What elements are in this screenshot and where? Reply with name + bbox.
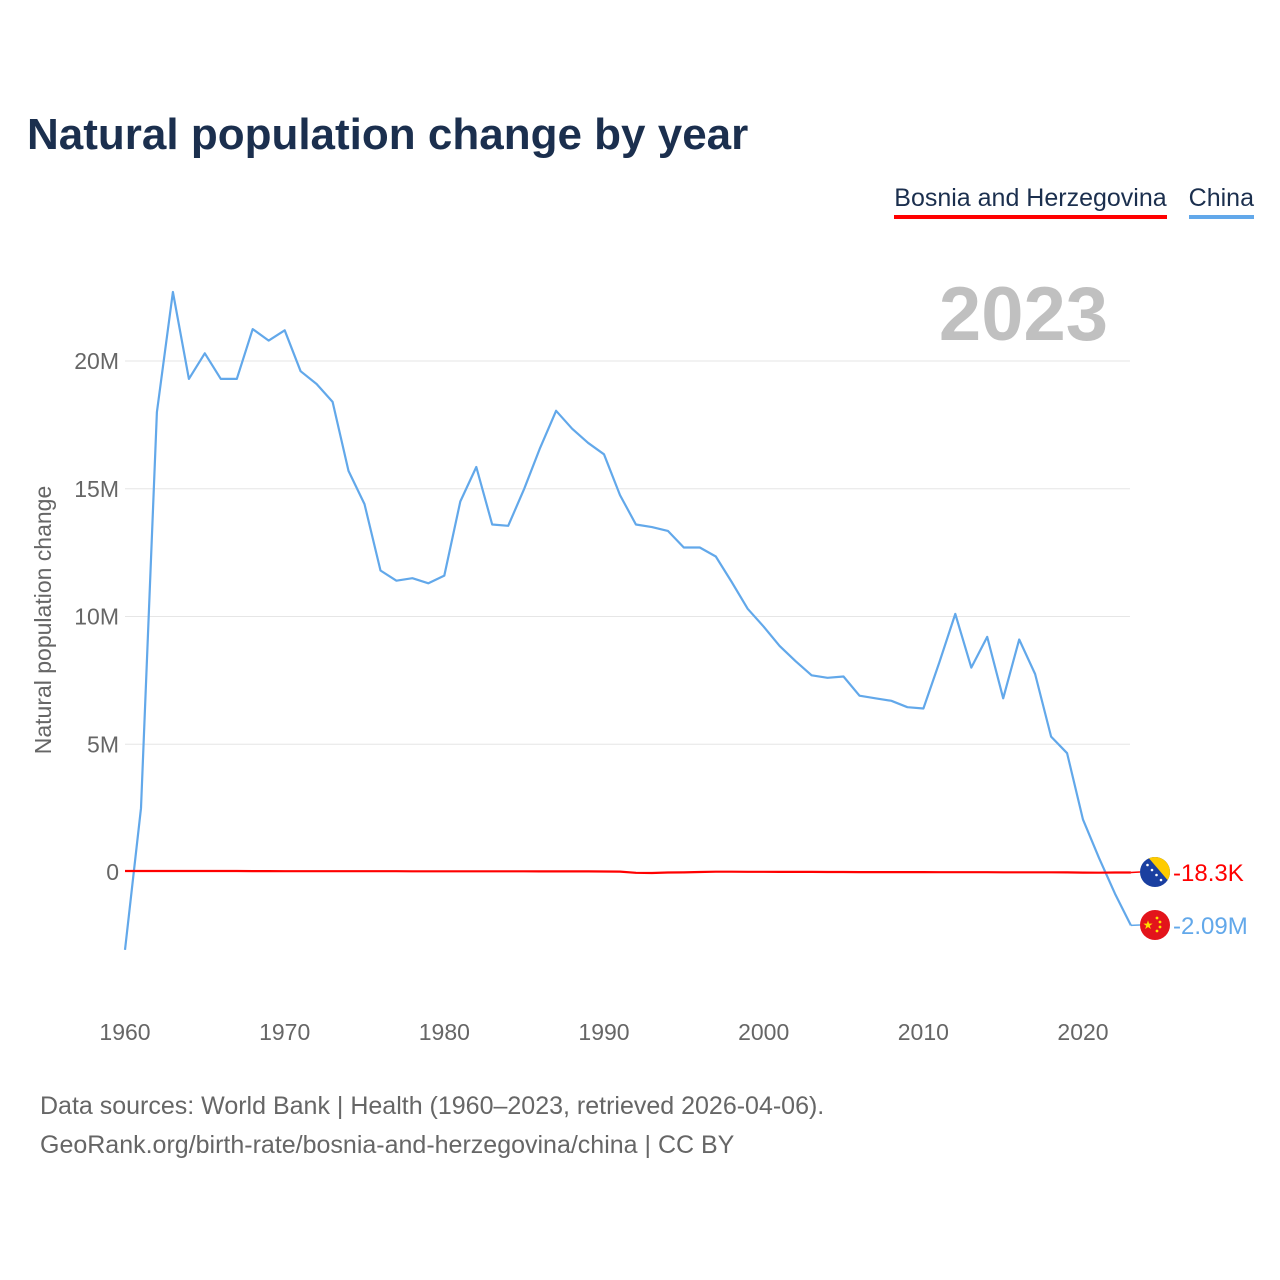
china-flag-icon: ★ [1140, 910, 1170, 940]
y-tick-label: 10M [74, 604, 119, 630]
x-tick-label: 1970 [259, 1019, 310, 1045]
source-link[interactable]: GeoRank.org/birth-rate/bosnia-and-herzeg… [40, 1131, 735, 1159]
legend-item-china[interactable]: China [1188, 184, 1254, 219]
x-tick-label: 2000 [738, 1019, 789, 1045]
y-axis-label: Natural population change [30, 486, 56, 755]
y-tick-label: 0 [106, 859, 119, 885]
x-tick-label: 1990 [578, 1019, 629, 1045]
source-note: Data sources: World Bank | Health (1960–… [40, 1087, 824, 1165]
chart-title: Natural population change by year [27, 110, 749, 159]
legend: Bosnia and Herzegovina China [894, 184, 1254, 219]
x-tick-label: 1960 [99, 1019, 150, 1045]
source-line: Data sources: World Bank | Health (1960–… [40, 1092, 825, 1120]
legend-item-bosnia[interactable]: Bosnia and Herzegovina [894, 184, 1167, 219]
series-line-bosnia [125, 869, 1131, 875]
y-tick-label: 15M [74, 476, 119, 502]
end-value-label: -2.09M [1173, 913, 1248, 940]
x-tick-label: 2010 [898, 1019, 949, 1045]
x-tick-label: 2020 [1057, 1019, 1108, 1045]
bosnia-flag-icon [1140, 857, 1170, 887]
y-tick-label: 20M [74, 348, 119, 374]
y-tick-label: 5M [87, 731, 119, 757]
svg-text:★: ★ [1143, 918, 1154, 932]
series-line-china [123, 290, 1132, 951]
current-year-label: 2023 [939, 272, 1108, 357]
end-value-label: -18.3K [1173, 860, 1244, 887]
x-tick-label: 1980 [419, 1019, 470, 1045]
